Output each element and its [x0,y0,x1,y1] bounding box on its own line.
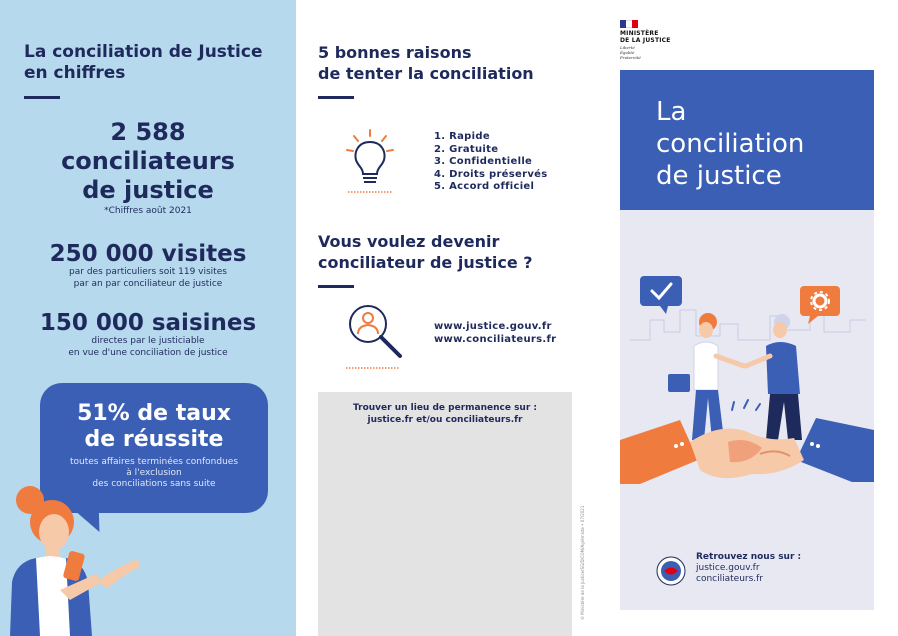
reasons-title-rule [318,96,354,99]
stat-visites-note-line-1: par des particuliers soit 119 visites [69,267,227,277]
link-conciliateurs[interactable]: www.conciliateurs.fr [434,334,557,345]
conciliateurs-seal-icon [656,556,686,586]
cover-footer: Retrouvez nous sur : justice.gouv.fr con… [656,552,856,592]
success-rate-line-2: de réussite [84,427,224,452]
woman-with-phone-illustration [10,486,140,636]
stats-title: La conciliation de Justice en chiffres [24,42,274,84]
become-title-rule [318,285,354,288]
become-title-line-1: Vous voulez devenir [318,232,500,251]
success-rate-value: 51% de taux de réussite [40,401,268,453]
stat-conciliateurs-note: *Chiffres août 2021 [104,206,192,216]
ministry-name: MINISTÈRE DE LA JUSTICE [620,30,680,44]
ministry-name-line-1: MINISTÈRE [620,30,659,37]
stat-saisines-note: directes par le justiciable en vue d'une… [0,335,296,359]
stat-visites-note-line-2: par an par conciliateur de justice [73,279,223,289]
reasons-list: 1. Rapide 2. Gratuite 3. Confidentielle … [434,131,547,194]
success-rate-bubble: 51% de taux de réussite toutes affaires … [40,383,268,513]
copyright-credit: © Ministère de la Justice/SG/DICOM/Agrém… [580,505,585,620]
permanence-finder-text: Trouver un lieu de permanence sur : just… [318,402,572,426]
cover-panel: La conciliation de justice [620,70,874,610]
stat-conciliateurs: 2 588 conciliateurs de justice [0,118,296,205]
reason-item: 3. Confidentielle [434,156,533,167]
success-rate-line-1: 51% de taux [77,401,231,426]
stat-saisines-note-line-2: en vue d'une conciliation de justice [68,348,228,358]
cover-footer-text: Retrouvez nous sur : justice.gouv.fr con… [696,552,801,585]
republic-motto: Liberté Égalité Fraternité [620,45,680,60]
ministry-name-line-2: DE LA JUSTICE [620,37,671,44]
motto-line-3: Fraternité [620,55,641,60]
magnifier-person-icon [346,305,402,369]
link-justice-gouv[interactable]: www.justice.gouv.fr [434,321,552,332]
reason-item: 1. Rapide [434,131,490,142]
stat-conciliateurs-number: 2 588 [110,118,186,146]
stat-conciliateurs-line-2: conciliateurs [61,147,235,175]
cover-title-block: La conciliation de justice [620,70,874,210]
cover-title: La conciliation de justice [656,96,804,192]
motto-line-2: Égalité [620,50,635,55]
stat-saisines-value: 150 000 saisines [39,310,257,336]
stats-panel: La conciliation de Justice en chiffres 2… [0,0,296,636]
cover-title-line-2: conciliation [656,129,805,159]
cover-title-line-1: La [656,97,687,127]
cover-title-line-3: de justice [656,161,782,191]
reasons-title: 5 bonnes raisons de tenter la conciliati… [318,42,568,84]
success-rate-note: toutes affaires terminées confondues à l… [40,457,268,490]
footer-heading: Retrouvez nous sur : [696,552,802,562]
reason-item: 2. Gratuite [434,143,499,155]
handshake-illustration [620,276,874,484]
french-flag-icon [620,20,638,28]
permanence-finder-line-1: Trouver un lieu de permanence sur : [352,403,538,413]
stats-title-line-1: La conciliation de Justice [24,42,263,62]
lightbulb-icon [346,129,394,193]
motto-line-1: Liberté [620,45,635,50]
stats-title-line-2: en chiffres [24,63,126,83]
footer-link-justice[interactable]: justice.gouv.fr [696,563,760,573]
stats-title-rule [24,96,60,99]
become-title: Vous voulez devenir conciliateur de just… [318,231,568,273]
footer-link-conciliateurs[interactable]: conciliateurs.fr [696,574,764,584]
reason-item: 5. Accord officiel [434,181,535,192]
ministry-logo: MINISTÈRE DE LA JUSTICE Liberté Égalité … [620,20,680,60]
stat-visites-note: par des particuliers soit 119 visites pa… [0,266,296,290]
success-rate-note-line-2: à l'exclusion [126,468,182,478]
permanence-finder-line-2: justice.fr et/ou conciliateurs.fr [367,415,523,425]
stat-visites-value: 250 000 visites [49,241,247,267]
success-rate-note-line-3: des conciliations sans suite [92,479,216,489]
website-links: www.justice.gouv.fr www.conciliateurs.fr [434,320,556,346]
become-title-line-2: conciliateur de justice ? [318,253,533,272]
permanence-finder-box: Trouver un lieu de permanence sur : just… [318,392,572,636]
stat-saisines-note-line-1: directes par le justiciable [91,336,205,346]
reason-item: 4. Droits préservés [434,168,548,180]
reasons-title-line-1: 5 bonnes raisons [318,43,472,62]
reasons-title-line-2: de tenter la conciliation [318,64,534,83]
stat-conciliateurs-line-3: de justice [82,176,214,204]
success-rate-note-line-1: toutes affaires terminées confondues [69,457,239,467]
